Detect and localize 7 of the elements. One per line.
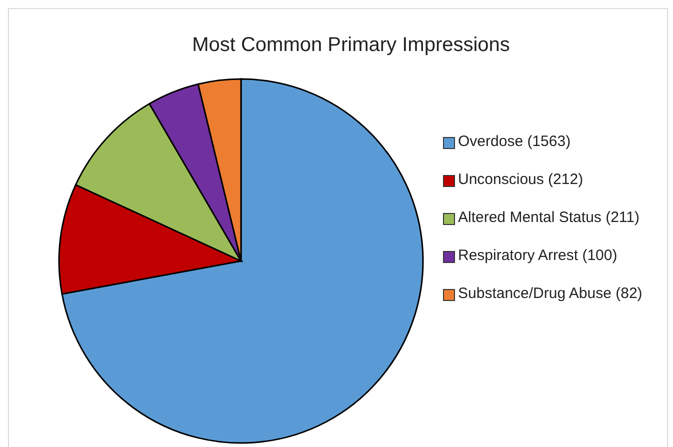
legend-label: Substance/Drug Abuse (82)	[458, 285, 642, 303]
legend-label: Respiratory Arrest (100)	[458, 247, 618, 265]
chart-title: Most Common Primary Impressions	[192, 34, 510, 56]
pie-slice	[61, 78, 424, 444]
legend-label: Altered Mental Status (211)	[458, 209, 640, 227]
legend-label: Unconscious (212)	[458, 171, 584, 189]
legend-label: Overdose (1563)	[458, 133, 571, 151]
